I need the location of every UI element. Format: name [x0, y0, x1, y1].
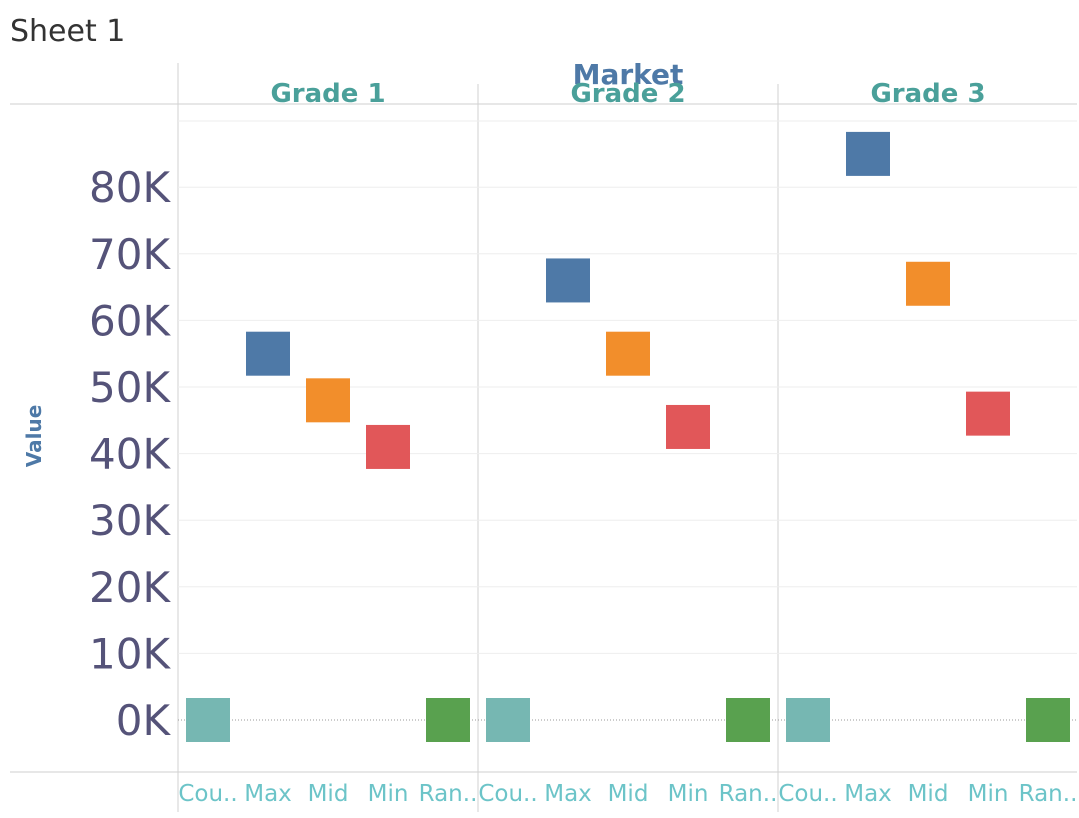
data-point: [726, 698, 770, 742]
data-point: [366, 424, 410, 469]
x-tick-label: Ran..: [719, 781, 778, 807]
x-tick-label: Min: [968, 781, 1009, 807]
x-tick-label: Min: [668, 781, 709, 807]
x-tick-label: Ran..: [419, 781, 478, 807]
y-tick-label: 0K: [116, 696, 172, 745]
data-point: [426, 698, 470, 742]
market-title: Market: [573, 58, 684, 91]
x-axis-ticks: Cou.. Max Mid Min Ran.. Cou.. Max Mid Min Ran.. Co…: [178, 781, 1077, 807]
y-tick-label: 60K: [89, 296, 171, 345]
panel-label: Grade 3: [870, 79, 985, 109]
x-tick-label: Max: [544, 781, 592, 807]
gridlines: [178, 120, 1077, 721]
data-point: [546, 258, 590, 303]
data-point: [966, 391, 1010, 436]
y-axis-label: Value: [22, 405, 46, 468]
y-tick-label: 30K: [89, 496, 171, 545]
y-axis-ticks: 0K 10K 20K 30K 40K 50K 60K 70K 80K: [89, 163, 171, 745]
x-tick-label: Mid: [608, 781, 649, 807]
x-tick-label: Mid: [908, 781, 949, 807]
y-tick-label: 80K: [89, 163, 171, 212]
data-point: [786, 698, 830, 742]
y-tick-label: 70K: [89, 230, 171, 279]
x-tick-label: Min: [368, 781, 409, 807]
data-point: [846, 131, 890, 176]
x-tick-label: Cou..: [478, 781, 537, 807]
x-tick-label: Cou..: [178, 781, 237, 807]
panel-label: Grade 2: [570, 79, 685, 109]
panel-label: Grade 1: [270, 79, 385, 109]
y-tick-label: 50K: [89, 363, 171, 412]
data-point: [306, 378, 350, 423]
data-point: [666, 404, 710, 449]
data-point: [486, 698, 530, 742]
data-point: [906, 261, 950, 306]
data-point: [246, 331, 290, 376]
chart-frame: [10, 63, 1077, 812]
data-point: [186, 698, 230, 742]
x-tick-label: Ran..: [1019, 781, 1078, 807]
data-marks: [186, 131, 1070, 742]
sheet-title: Sheet 1: [10, 14, 126, 49]
panel-labels: Grade 1 Grade 2 Grade 3: [270, 79, 985, 109]
x-tick-label: Mid: [308, 781, 349, 807]
x-tick-label: Max: [244, 781, 292, 807]
y-tick-label: 40K: [89, 430, 171, 479]
data-point: [606, 331, 650, 376]
x-tick-label: Cou..: [778, 781, 837, 807]
y-tick-label: 20K: [89, 563, 171, 612]
x-tick-label: Max: [844, 781, 892, 807]
y-tick-label: 10K: [89, 629, 171, 678]
data-point: [1026, 698, 1070, 742]
